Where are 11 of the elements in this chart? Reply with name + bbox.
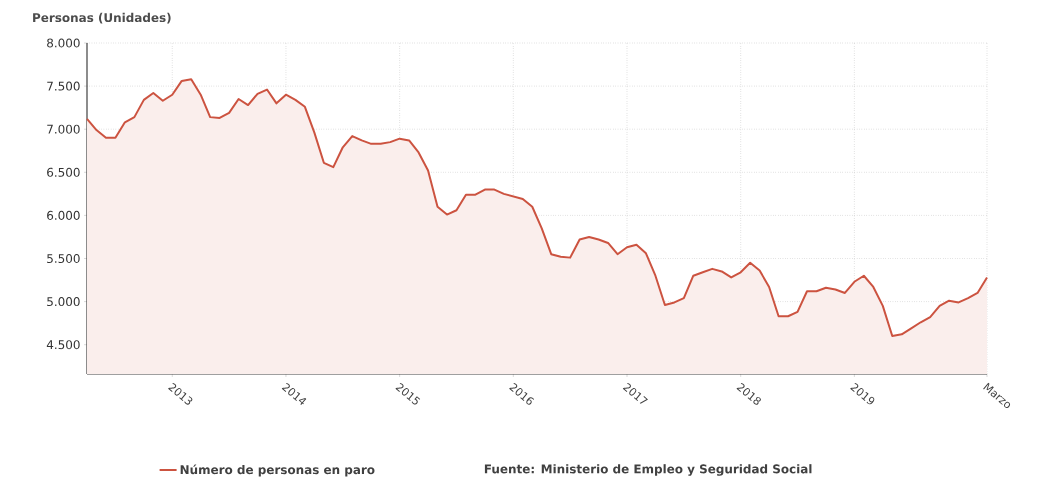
y-tick-label: 6.000 [47, 210, 80, 220]
y-tick-label: 8.000 [47, 38, 80, 48]
y-tick-label: 4.500 [46, 340, 80, 350]
y-axis-title: Personas (Unidades) [33, 12, 171, 24]
y-tick-label: 6.500 [47, 167, 80, 177]
y-tick-label: 5.500 [47, 253, 80, 264]
y-tick-label: 7.000 [47, 124, 80, 134]
y-tick-label: 7.500 [47, 81, 80, 91]
y-tick-label: 5.000 [47, 297, 80, 307]
legend-label: Número de personas en paro [180, 464, 375, 477]
source-note: Fuente: Ministerio de Empleo y Seguridad Social [484, 464, 812, 476]
